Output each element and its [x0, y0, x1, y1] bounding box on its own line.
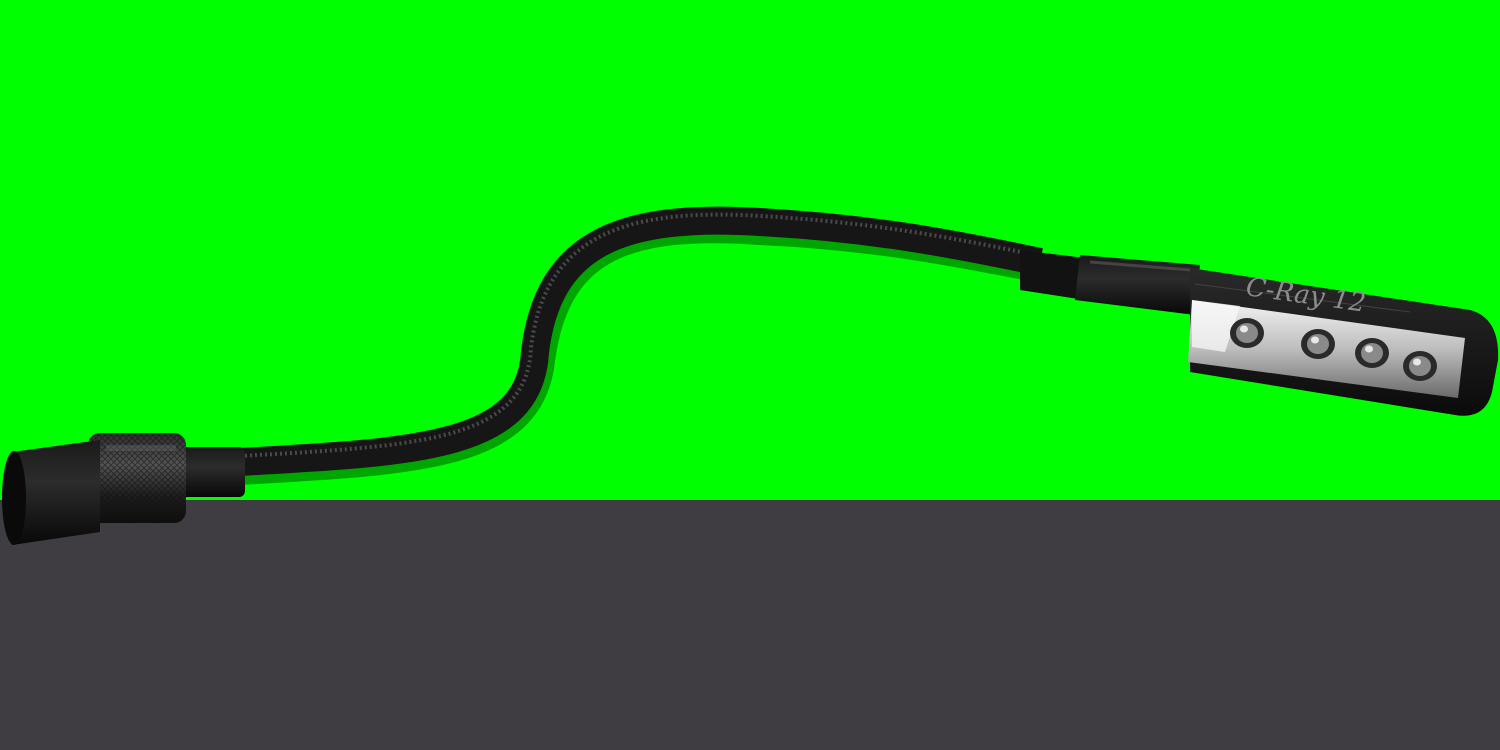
led-bulb: [1230, 318, 1264, 348]
led-bulbs: [1230, 318, 1437, 381]
green-backdrop: [0, 0, 1500, 500]
led-bulb: [1403, 351, 1437, 381]
led-light-head: C-Ray 12: [1188, 268, 1499, 416]
gooseneck-arm: [239, 206, 1043, 476]
dark-backdrop: [0, 500, 1500, 750]
base-connector: [2, 433, 245, 545]
gooseneck-shadow: [239, 213, 1043, 485]
head-collar: [1020, 250, 1200, 315]
led-bulb: [1355, 338, 1389, 368]
led-bulb: [1301, 329, 1335, 359]
